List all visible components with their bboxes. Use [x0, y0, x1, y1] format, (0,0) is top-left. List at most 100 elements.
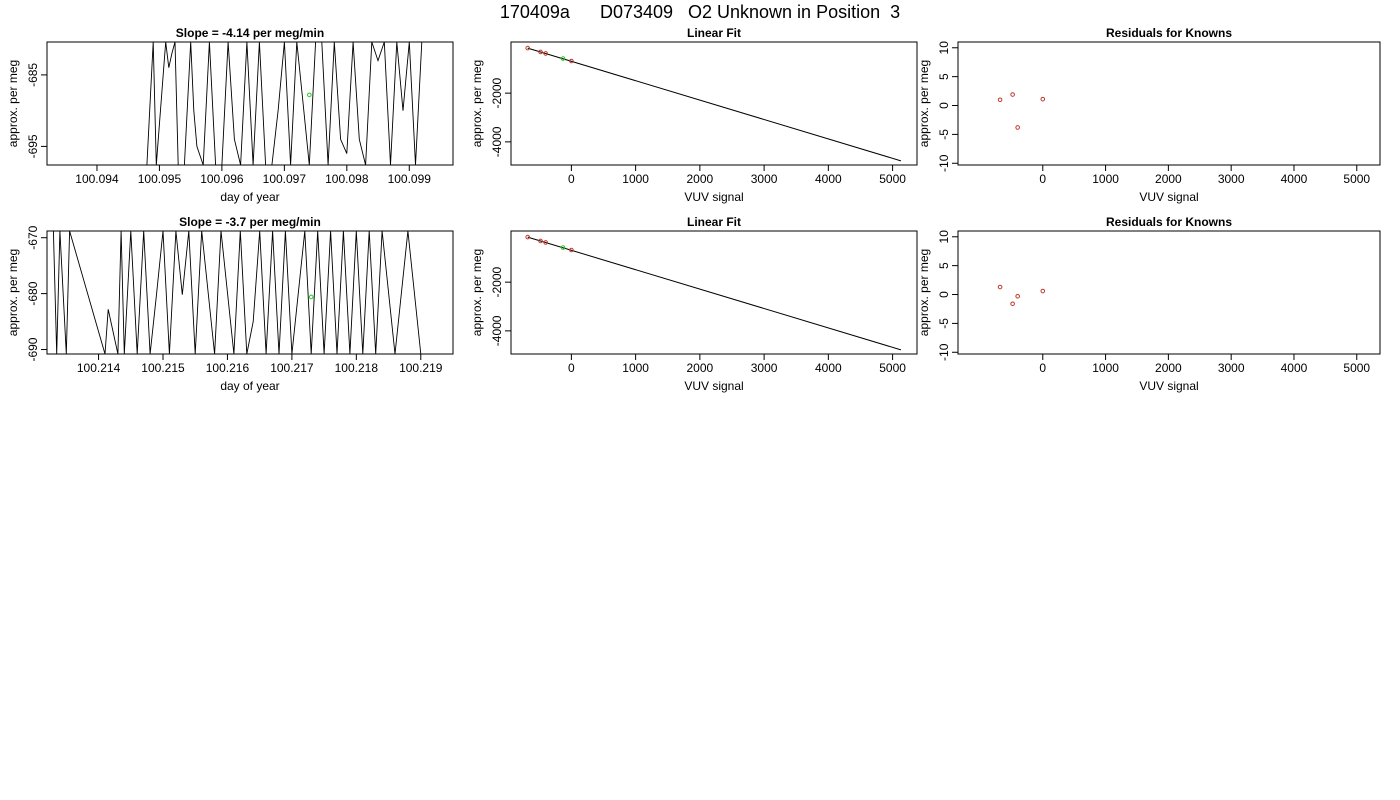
- x-axis-label: day of year: [220, 379, 279, 393]
- y-tick-label: -680: [26, 281, 40, 305]
- x-tick-label: 2000: [687, 172, 714, 186]
- known-point: [997, 97, 1003, 103]
- plot-area: [146, 42, 423, 165]
- chart-panel: Linear Fit 0 1000 2000 3000 4000 5000 -4000 -200…: [470, 26, 918, 204]
- known-point: [543, 51, 548, 56]
- x-axis-label: VUV signal: [1139, 190, 1198, 204]
- x-tick-label: 0: [568, 172, 575, 186]
- x-tick-label: 1000: [622, 361, 649, 375]
- y-axis-label: approx. per meg: [470, 60, 484, 147]
- y-tick-label: 0: [937, 102, 951, 109]
- chart-panel: Residuals for Knowns 0 1000 2000 3000 4000 500…: [917, 215, 1381, 393]
- x-tick-label: 1000: [1092, 172, 1119, 186]
- x-axis-label: VUV signal: [684, 190, 743, 204]
- y-tick-label: 0: [937, 291, 951, 298]
- y-tick-label: 5: [937, 262, 951, 269]
- x-tick-label: 100.097: [263, 172, 307, 186]
- y-axis-label: approx. per meg: [6, 60, 20, 147]
- chart-title: Linear Fit: [687, 26, 741, 40]
- x-tick-label: 100.098: [325, 172, 369, 186]
- x-tick-label: 100.219: [399, 361, 443, 375]
- chart-panel: Linear Fit 0 1000 2000 3000 4000 5000 -4000 -200…: [470, 215, 918, 393]
- x-tick-label: 4000: [1281, 172, 1308, 186]
- y-axis-label: approx. per meg: [917, 60, 931, 147]
- x-tick-label: 1000: [622, 172, 649, 186]
- x-tick-label: 100.214: [77, 361, 121, 375]
- x-tick-label: 100.096: [200, 172, 244, 186]
- x-tick-label: 0: [1039, 172, 1046, 186]
- chart-panel: Slope = -3.7 per meg/min 100.214 100.215 10…: [6, 215, 454, 393]
- plot-area: [525, 45, 902, 162]
- x-tick-label: 2000: [1155, 172, 1182, 186]
- plot-frame: [46, 230, 454, 355]
- x-tick-label: 0: [1039, 361, 1046, 375]
- x-tick-label: 1000: [1092, 361, 1119, 375]
- x-tick-label: 0: [568, 361, 575, 375]
- x-tick-label: 2000: [687, 361, 714, 375]
- chart-title: Linear Fit: [687, 215, 741, 229]
- x-tick-label: 3000: [1218, 172, 1245, 186]
- x-tick-label: 3000: [751, 361, 778, 375]
- plot-area: [525, 234, 902, 351]
- x-tick-label: 100.216: [206, 361, 250, 375]
- x-tick-label: 100.095: [138, 172, 182, 186]
- x-axis-label: day of year: [220, 190, 279, 204]
- y-tick-label: 5: [937, 73, 951, 80]
- y-tick-label: -5: [937, 318, 951, 329]
- x-tick-label: 100.215: [141, 361, 185, 375]
- plot-area: [997, 92, 1046, 130]
- fit-line: [527, 236, 902, 351]
- plot-frame: [957, 41, 1381, 166]
- y-tick-label: -10: [937, 154, 951, 172]
- known-point: [569, 58, 574, 64]
- known-point: [997, 284, 1003, 290]
- y-tick-label: -690: [26, 337, 40, 361]
- x-tick-label: 5000: [879, 172, 906, 186]
- chart-title: Slope = -4.14 per meg/min: [176, 26, 324, 40]
- unknown-point: [307, 92, 312, 98]
- y-tick-label: -2000: [490, 266, 504, 297]
- x-tick-label: 2000: [1155, 361, 1182, 375]
- known-point: [1010, 92, 1015, 97]
- known-point: [569, 247, 574, 253]
- unknown-point: [560, 56, 566, 61]
- x-axis-label: VUV signal: [684, 379, 743, 393]
- y-tick-label: -5: [937, 129, 951, 140]
- x-tick-label: 100.218: [335, 361, 379, 375]
- x-tick-label: 4000: [815, 172, 842, 186]
- chart-panel: Slope = -4.14 per meg/min 100.094 100.095 1…: [6, 26, 454, 204]
- known-point: [538, 238, 543, 244]
- chart-panel: Residuals for Knowns 0 1000 2000 3000 4000 500…: [917, 26, 1381, 204]
- x-tick-label: 4000: [1281, 361, 1308, 375]
- y-tick-label: -4000: [490, 126, 504, 157]
- plot-frame: [510, 41, 918, 166]
- fit-line: [527, 47, 902, 162]
- series-line: [52, 231, 422, 354]
- known-point: [525, 234, 531, 240]
- y-axis-label: approx. per meg: [6, 249, 20, 336]
- y-tick-label: 10: [937, 41, 951, 55]
- figure-title: 170409a D073409 O2 Unknown in Position 3: [499, 2, 901, 22]
- y-tick-label: -4000: [490, 315, 504, 346]
- chart-title: Residuals for Knowns: [1106, 215, 1232, 229]
- plot-area: [52, 231, 422, 354]
- x-tick-label: 100.094: [75, 172, 119, 186]
- plot-frame: [957, 230, 1381, 355]
- x-tick-label: 100.217: [270, 361, 314, 375]
- plot-frame: [510, 230, 918, 355]
- x-tick-label: 5000: [1343, 172, 1370, 186]
- plot-area: [997, 284, 1046, 307]
- known-point: [543, 240, 548, 245]
- y-tick-label: -10: [937, 343, 951, 361]
- y-tick-label: -670: [26, 225, 40, 249]
- known-point: [1015, 125, 1020, 130]
- unknown-point: [560, 245, 566, 250]
- known-point: [1015, 293, 1020, 299]
- known-point: [538, 49, 543, 55]
- known-point: [525, 45, 531, 51]
- known-point: [1040, 96, 1046, 102]
- y-tick-label: -2000: [490, 77, 504, 108]
- known-point: [1010, 301, 1015, 307]
- known-point: [1040, 288, 1046, 294]
